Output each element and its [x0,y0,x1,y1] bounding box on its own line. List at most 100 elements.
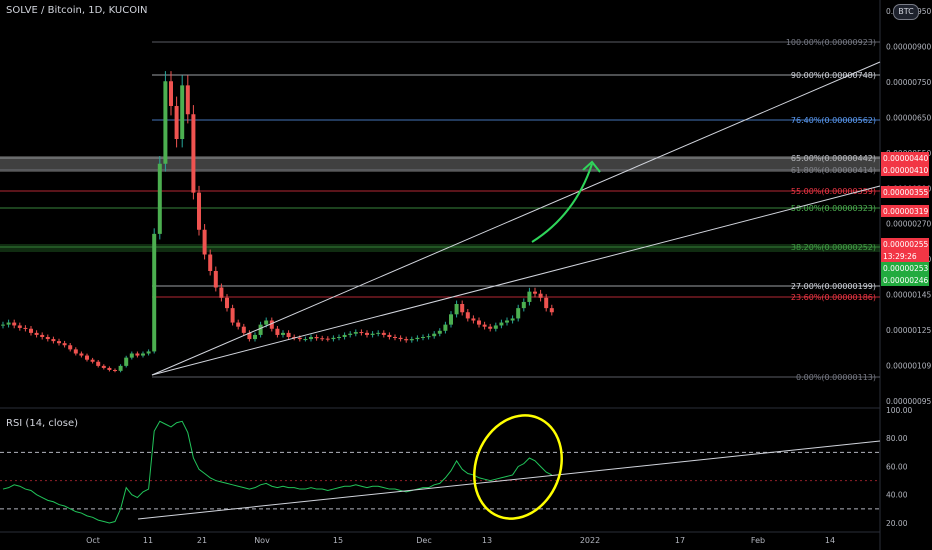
trendline-upper [151,61,881,376]
candle-body [533,291,537,294]
price-tag-label: 0.00000255 [883,240,929,249]
candle-body [309,337,313,340]
rsi-axis-label: 40.00 [886,491,908,500]
candle-body [247,332,252,340]
candle-body [471,318,476,321]
rsi-axis-label: 20.00 [886,519,908,528]
candle-body [314,337,319,339]
time-axis-label: Nov [254,536,270,545]
candle-body [443,324,448,331]
candle-body [325,338,330,340]
candle-body [493,325,498,329]
fib-level-label: 55.00%(0.00000359) [791,187,876,196]
fib-level-label: 76.40%(0.00000562) [791,116,876,125]
candle-body [538,293,543,298]
candle-body [90,359,95,362]
candle-body [437,330,442,334]
candle-body [337,337,341,338]
candle-body [113,370,117,371]
fib-level-label: 0.00%(0.00000113) [796,373,876,382]
candle-body [85,355,89,360]
candle-body [331,337,336,340]
time-axis-label: Dec [416,536,431,545]
candle-body [124,357,129,366]
candle-body [505,320,509,323]
candle-body [197,192,201,230]
rsi-highlight-circle [473,414,563,520]
candle-body [258,324,263,335]
candle-body [129,353,134,358]
candle-body [73,349,78,354]
candle-body [549,308,554,313]
candle-body [141,353,145,356]
candle-body [6,322,11,325]
fib-level-label: 27.00%(0.00000199) [791,282,876,291]
projection-arrow [531,163,593,243]
rsi-axis-label: 100.00 [886,406,912,415]
price-axis-label: 0.00000650 [886,113,932,122]
candle-body [185,85,190,115]
price-tag-label: 0.00000253 [883,264,929,273]
time-axis-label: 15 [333,536,343,545]
candle-body [208,254,213,271]
fib-level-label: 100.00%(0.00000923) [786,38,876,47]
time-axis-label: 11 [143,536,153,545]
fib-level-label: 65.00%(0.00000442) [791,154,876,163]
support-zone [0,244,880,252]
candle-body [230,308,235,323]
candle-body [57,341,61,344]
candle-body [421,337,425,338]
candle-body [163,81,168,164]
price-axis-label: 0.00000125 [886,326,932,335]
candle-body [146,351,151,354]
price-axis-label: 0.00000900 [886,42,932,51]
candle-body [79,353,84,356]
candle-body [544,297,549,309]
candle-body [253,334,257,340]
rsi-axis-label: 80.00 [886,434,908,443]
candle-body [527,291,532,302]
candle-body [180,85,185,139]
candle-body [68,345,73,350]
candle-body [426,336,431,338]
candle-body [409,339,414,341]
candle-body [51,339,56,342]
fib-level-label: 38.20%(0.00000252) [791,243,876,252]
candle-body [482,324,487,327]
candle-body [348,333,353,335]
candle-body [96,361,101,366]
candle-body [135,353,140,356]
candle-body [510,318,515,321]
fib-level-label: 90.00%(0.00000748) [791,71,876,80]
rsi-trendline [137,440,881,520]
price-tag [881,274,929,286]
price-tag-label: 0.00000246 [883,276,929,285]
time-axis-label: 14 [825,536,835,545]
trendline-lower [151,185,881,376]
candle-body [1,324,5,326]
candle-body [275,328,280,335]
fib-level-label: 23.60%(0.00000186) [791,293,876,302]
candle-body [17,325,22,328]
candle-body [34,332,39,335]
candle-body [101,365,106,368]
candle-body [23,327,28,329]
price-axis-label: 0.00000109 [886,362,932,371]
price-tag-label: 0.00000355 [883,188,929,197]
candle-body [169,81,173,106]
candle-body [477,320,481,325]
price-tag [881,205,929,217]
candle-body [12,322,17,326]
price-tag [881,250,929,262]
currency-badge[interactable]: BTC [893,4,919,20]
time-axis-label: 2022 [580,536,600,545]
price-axis-label: 0.00000095 [886,397,932,406]
candle-body [241,326,246,333]
candle-body [29,328,33,333]
time-axis-label: Oct [86,536,100,545]
candle-body [281,332,285,335]
fib-level-label: 50.00%(0.00000323) [791,204,876,213]
candle-body [387,334,392,337]
candle-body [320,338,325,340]
